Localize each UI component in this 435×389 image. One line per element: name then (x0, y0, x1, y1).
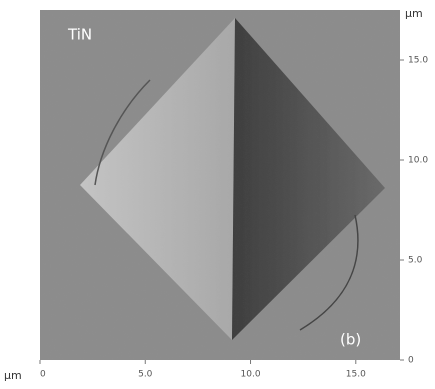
y-axis-label: μm (405, 7, 423, 20)
sample-label: TiN (67, 26, 92, 44)
x-tick-label: 10.0 (241, 370, 261, 380)
y-tick-label: 0 (408, 356, 414, 366)
y-tick-label: 10.0 (408, 156, 428, 166)
y-tick-label: 5.0 (408, 256, 423, 266)
x-tick-label: 0 (40, 370, 46, 380)
x-tick-label: 5.0 (138, 370, 153, 380)
micrograph (40, 10, 400, 360)
x-tick-label: 15.0 (346, 370, 366, 380)
x-axis-label: μm (4, 369, 22, 382)
figure: TiN (b) μm μm 0 5.0 10.0 15.0 0 5.0 10.0 15.0 (0, 0, 435, 385)
panel-label: (b) (340, 331, 361, 349)
y-tick-label: 15.0 (408, 56, 428, 66)
page: TiN (b) μm μm 0 5.0 10.0 15.0 0 5.0 10.0 15.0 (… (0, 0, 435, 385)
